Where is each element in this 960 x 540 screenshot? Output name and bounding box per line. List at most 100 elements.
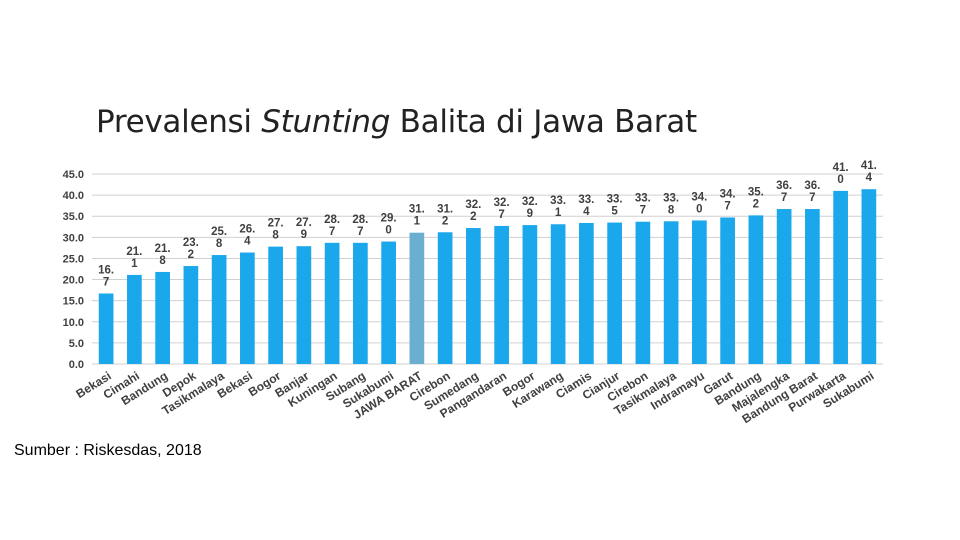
data-label: 36. 7 <box>804 180 820 204</box>
data-label-line: 2 <box>470 211 476 223</box>
data-label: 27. 9 <box>296 217 312 241</box>
data-label-line: 32. <box>494 197 510 209</box>
bar <box>240 252 255 364</box>
data-label-line: 0 <box>385 225 391 237</box>
y-tick-label: 20.0 <box>63 275 84 287</box>
data-label-line: 27. <box>296 217 312 229</box>
data-label-line: 33. <box>663 192 679 204</box>
data-label-line: 7 <box>724 200 730 212</box>
data-label-line: 31. <box>409 204 425 216</box>
bar <box>409 232 425 364</box>
data-label-line: 36. <box>776 180 792 192</box>
data-label-line: 41. <box>861 160 877 172</box>
data-label-line: 4 <box>866 172 873 184</box>
data-label-line: 16. <box>98 264 114 276</box>
data-label-line: 21. <box>155 243 171 255</box>
data-label-line: 33. <box>578 194 594 206</box>
title-prefix: Prevalensi <box>96 104 262 140</box>
data-label-line: 0 <box>837 174 843 186</box>
data-label-line: 7 <box>640 205 646 217</box>
y-tick-label: 10.0 <box>63 317 84 329</box>
bar <box>692 220 707 364</box>
data-label-line: 7 <box>809 192 815 204</box>
y-tick-label: 5.0 <box>69 338 84 350</box>
data-label-line: 33. <box>607 194 623 206</box>
bar <box>579 222 594 364</box>
source-note: Sumber : Riskesdas, 2018 <box>14 442 202 459</box>
data-label-line: 32. <box>465 199 481 211</box>
bar <box>268 246 283 364</box>
bar <box>607 222 622 364</box>
data-label-line: 8 <box>159 255 166 267</box>
data-label-line: 2 <box>753 198 759 210</box>
data-label-line: 9 <box>301 229 307 241</box>
bar <box>494 225 509 364</box>
data-label: 29. 0 <box>381 213 397 237</box>
bar <box>211 255 227 364</box>
data-label-line: 25. <box>211 226 227 238</box>
data-label: 33. 4 <box>578 194 594 218</box>
bar <box>748 215 764 364</box>
bar <box>833 190 848 364</box>
bar <box>635 221 651 364</box>
y-tick-label: 35.0 <box>63 211 84 223</box>
data-label-line: 28. <box>352 214 368 226</box>
data-label: 33. 7 <box>635 193 651 217</box>
data-label-line: 41. <box>833 162 849 174</box>
y-tick-label: 30.0 <box>63 232 84 244</box>
bar <box>98 293 114 364</box>
data-label: 16. 7 <box>98 264 114 288</box>
bar <box>183 266 199 364</box>
data-label: 33. 8 <box>663 192 679 216</box>
data-label-line: 23. <box>183 237 199 249</box>
y-tick-label: 40.0 <box>63 190 84 202</box>
bar <box>663 221 679 364</box>
data-label-line: 7 <box>329 226 335 238</box>
data-label-line: 26. <box>239 224 255 236</box>
data-label: 31. 2 <box>437 203 453 227</box>
data-label-line: 9 <box>527 208 533 220</box>
bar <box>353 242 368 364</box>
data-label-line: 33. <box>635 193 651 205</box>
bar <box>522 225 538 364</box>
bar <box>381 241 396 364</box>
y-tick-label: 0.0 <box>69 359 84 371</box>
data-label-line: 4 <box>244 236 251 248</box>
data-label-line: 1 <box>555 207 562 219</box>
data-label: 33. 1 <box>550 195 566 219</box>
bar <box>720 217 735 364</box>
data-label-line: 31. <box>437 203 453 215</box>
data-label-line: 28. <box>324 214 340 226</box>
data-label-line: 4 <box>583 206 590 218</box>
data-label: 34. 0 <box>691 191 707 215</box>
bar <box>776 209 792 364</box>
data-label-line: 5 <box>611 206 618 218</box>
bar <box>127 274 142 364</box>
data-label-line: 21. <box>126 246 142 258</box>
data-label-line: 8 <box>272 230 279 242</box>
title-stunting: Stunting <box>261 104 391 140</box>
data-label: 21. 1 <box>126 246 142 270</box>
data-label-line: 32. <box>522 196 538 208</box>
data-label: 27. 8 <box>268 218 284 242</box>
data-label: 34. 7 <box>720 188 736 212</box>
data-label: 21. 8 <box>155 243 171 267</box>
data-label-line: 7 <box>357 226 363 238</box>
data-label-line: 1 <box>414 216 421 228</box>
bar <box>861 189 877 364</box>
data-label: 33. 5 <box>607 194 623 218</box>
y-tick-label: 45.0 <box>63 169 84 181</box>
data-label: 25. 8 <box>211 226 227 250</box>
data-label: 23. 2 <box>183 237 199 261</box>
data-label-line: 34. <box>691 191 707 203</box>
data-label: 26. 4 <box>239 224 255 248</box>
bar <box>324 242 340 364</box>
data-label-line: 8 <box>668 204 675 216</box>
data-label-line: 7 <box>781 192 787 204</box>
data-label: 28. 7 <box>352 214 368 238</box>
slide-title: Prevalensi Stunting Balita di Jawa Barat <box>96 104 697 140</box>
data-label: 32. 9 <box>522 196 538 220</box>
bar <box>550 224 566 364</box>
data-label-line: 34. <box>720 188 736 200</box>
